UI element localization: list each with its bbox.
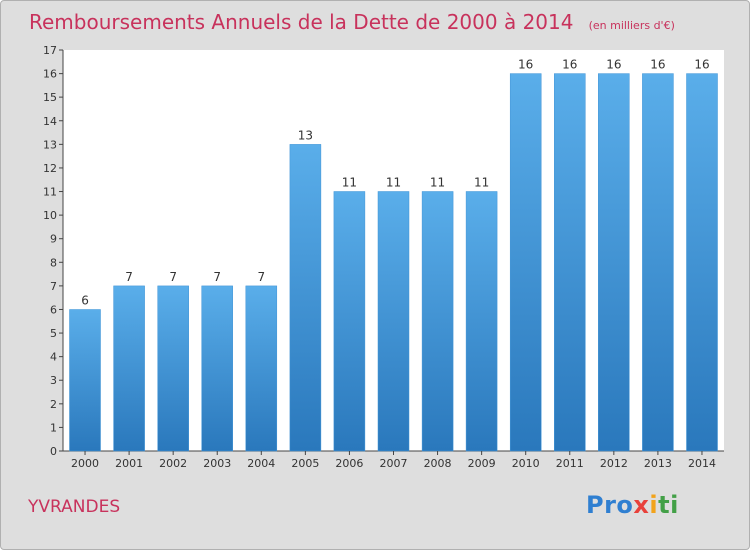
data-label: 11 <box>386 176 401 190</box>
y-tick-label: 12 <box>43 162 57 175</box>
x-tick-label: 2003 <box>203 457 231 470</box>
data-label: 7 <box>125 270 133 284</box>
y-tick-label: 2 <box>50 398 57 411</box>
y-tick-label: 9 <box>50 233 57 246</box>
bar <box>113 285 145 452</box>
x-tick-label: 2008 <box>424 457 452 470</box>
x-tick-label: 2013 <box>644 457 672 470</box>
bar <box>421 191 454 452</box>
data-label: 7 <box>257 270 265 284</box>
x-tick-label: 2002 <box>159 457 187 470</box>
y-tick-label: 13 <box>43 138 57 151</box>
data-label: 16 <box>606 58 621 72</box>
data-label: 7 <box>169 270 177 284</box>
y-tick-label: 11 <box>43 186 57 199</box>
bar <box>598 73 630 452</box>
bar <box>245 285 278 452</box>
x-tick-label: 2005 <box>291 457 319 470</box>
proxiti-logo: Proxiti <box>586 491 679 519</box>
bar <box>554 73 586 452</box>
data-label: 16 <box>650 58 665 72</box>
y-tick-label: 10 <box>43 209 57 222</box>
y-tick-label: 16 <box>43 68 57 81</box>
bar <box>642 73 674 452</box>
x-tick-label: 2001 <box>115 457 143 470</box>
chart-subtitle: (en milliers d'€) <box>588 19 675 32</box>
y-tick-label: 15 <box>43 91 57 104</box>
y-tick-label: 7 <box>50 280 57 293</box>
x-tick-label: 2004 <box>247 457 275 470</box>
bar <box>289 144 322 452</box>
bars: 6 7 7 7 7 13 11 11 11 11 16 16 16 16 16 <box>69 58 718 452</box>
data-label: 7 <box>213 270 221 284</box>
x-tick-label: 2000 <box>71 457 99 470</box>
title-line: Remboursements Annuels de la Dette de 20… <box>29 10 675 34</box>
x-tick-label: 2012 <box>600 457 628 470</box>
bar <box>69 309 101 452</box>
y-tick-label: 1 <box>50 421 57 434</box>
bar <box>201 285 233 452</box>
data-label: 11 <box>430 176 445 190</box>
x-tick-label: 2011 <box>556 457 584 470</box>
bar <box>333 191 366 452</box>
bar <box>377 191 410 452</box>
logo-part: ti <box>658 491 679 519</box>
y-tick-label: 3 <box>50 374 57 387</box>
bar <box>686 73 718 452</box>
data-label: 6 <box>81 293 89 307</box>
bar <box>509 73 542 452</box>
data-label: 16 <box>518 58 533 72</box>
data-label: 13 <box>298 128 313 142</box>
x-tick-label: 2006 <box>335 457 363 470</box>
y-tick-label: 4 <box>50 351 57 364</box>
data-label: 16 <box>562 58 577 72</box>
y-tick-label: 8 <box>50 256 57 269</box>
y-tick-label: 17 <box>43 44 57 57</box>
logo-part: x <box>633 491 650 519</box>
commune-name: YVRANDES <box>28 497 121 517</box>
logo-part: Pro <box>586 491 634 519</box>
y-tick-label: 0 <box>50 445 57 458</box>
bar <box>465 191 498 452</box>
y-tick-label: 5 <box>50 327 57 340</box>
chart-title: Remboursements Annuels de la Dette de 20… <box>29 10 574 34</box>
y-tick-label: 14 <box>43 115 57 128</box>
y-tick-label: 6 <box>50 303 57 316</box>
logo-part: i <box>649 491 659 519</box>
x-tick-label: 2009 <box>468 457 496 470</box>
data-label: 16 <box>694 58 709 72</box>
x-tick-label: 2014 <box>688 457 716 470</box>
x-ticks: 2000 2001 2002 2003 2004 2005 2006 2007 2008 2009… <box>71 451 716 470</box>
data-label: 11 <box>474 176 489 190</box>
data-label: 11 <box>342 176 357 190</box>
x-tick-label: 2007 <box>380 457 408 470</box>
bar <box>157 285 189 452</box>
x-tick-label: 2010 <box>512 457 540 470</box>
